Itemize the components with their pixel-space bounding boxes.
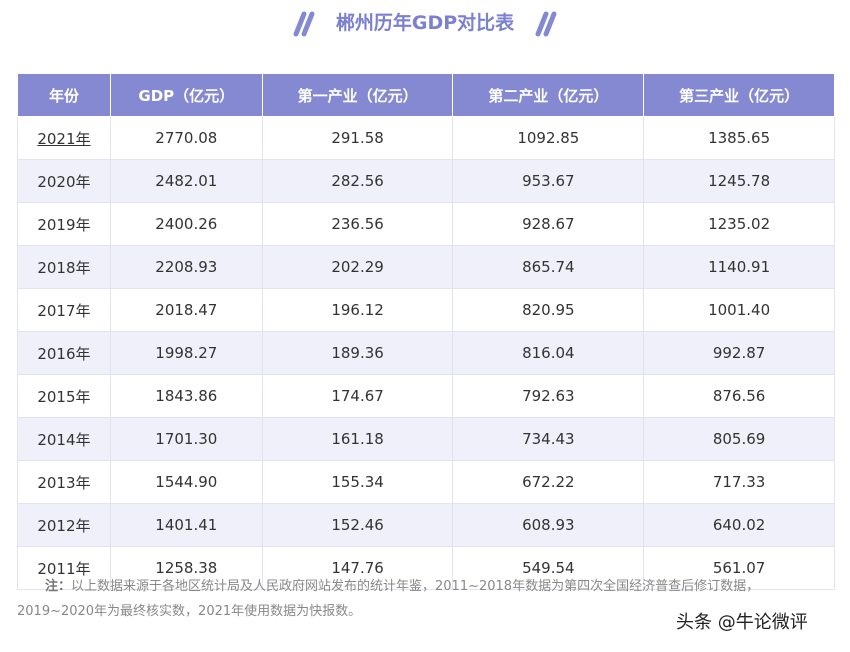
- value-cell: 2482.01: [109, 159, 263, 203]
- year-cell: 2018年: [17, 245, 111, 289]
- value-cell: 820.95: [452, 288, 645, 332]
- value-cell: 640.02: [643, 503, 835, 547]
- value-cell: 236.56: [261, 202, 454, 246]
- table-row: 2017年 2018.47 196.12 820.95 1001.40: [17, 288, 835, 332]
- year-cell: 2016年: [17, 331, 111, 375]
- value-cell: 1258.38: [109, 546, 263, 590]
- table-row: 2013年 1544.90 155.34 672.22 717.33: [17, 460, 835, 504]
- year-cell: 2019年: [17, 202, 111, 246]
- value-cell: 1092.85: [452, 116, 645, 160]
- value-cell: 2400.26: [109, 202, 263, 246]
- year-cell: 2012年: [17, 503, 111, 547]
- value-cell: 876.56: [643, 374, 835, 418]
- table-row: 2018年 2208.93 202.29 865.74 1140.91: [17, 245, 835, 289]
- value-cell: 992.87: [643, 331, 835, 375]
- value-cell: 147.76: [261, 546, 454, 590]
- value-cell: 816.04: [452, 331, 645, 375]
- title: 郴州历年GDP对比表: [335, 12, 515, 34]
- value-cell: 672.22: [452, 460, 645, 504]
- value-cell: 1235.02: [643, 202, 835, 246]
- year-cell: 2011年: [17, 546, 111, 590]
- year-cell: 2014年: [17, 417, 111, 461]
- value-cell: 734.43: [452, 417, 645, 461]
- value-cell: 928.67: [452, 202, 645, 246]
- value-cell: 155.34: [261, 460, 454, 504]
- table-row: 2011年 1258.38 147.76 549.54 561.07: [17, 546, 835, 590]
- note-label: 注：: [45, 579, 72, 594]
- value-cell: 2770.08: [109, 116, 263, 160]
- value-cell: 291.58: [261, 116, 454, 160]
- value-cell: 865.74: [452, 245, 645, 289]
- column-header: 第一产业（亿元）: [261, 73, 454, 117]
- table-row: 2012年 1401.41 152.46 608.93 640.02: [17, 503, 835, 547]
- gdp-table: 年份 GDP（亿元） 第一产业（亿元） 第二产业（亿元） 第三产业（亿元） 2021年 2…: [17, 73, 835, 590]
- value-cell: 561.07: [643, 546, 835, 590]
- table-row: 2016年 1998.27 189.36 816.04 992.87: [17, 331, 835, 375]
- value-cell: 1245.78: [643, 159, 835, 203]
- value-cell: 282.56: [261, 159, 454, 203]
- column-header: 年份: [17, 73, 111, 117]
- value-cell: 953.67: [452, 159, 645, 203]
- column-header: GDP（亿元）: [109, 73, 263, 117]
- value-cell: 792.63: [452, 374, 645, 418]
- year-cell: 2021年: [17, 116, 111, 160]
- value-cell: 202.29: [261, 245, 454, 289]
- title-decoration: [535, 11, 557, 37]
- value-cell: 1843.86: [109, 374, 263, 418]
- value-cell: 1385.65: [643, 116, 835, 160]
- year-cell: 2020年: [17, 159, 111, 203]
- header-row: 年份 GDP（亿元） 第一产业（亿元） 第二产业（亿元） 第三产业（亿元）: [17, 73, 835, 117]
- watermark: 头条 @牛论微评: [676, 612, 808, 633]
- value-cell: 1401.41: [109, 503, 263, 547]
- value-cell: 1544.90: [109, 460, 263, 504]
- table-row: 2020年 2482.01 282.56 953.67 1245.78: [17, 159, 835, 203]
- year-cell: 2017年: [17, 288, 111, 332]
- table-body: 2021年 2770.08 291.58 1092.85 1385.65 2020年 248…: [17, 116, 835, 590]
- value-cell: 161.18: [261, 417, 454, 461]
- value-cell: 189.36: [261, 331, 454, 375]
- note: 注：以上数据来源于各地区统计局及人民政府网站发布的统计年鉴，2011~2018年…: [17, 574, 817, 624]
- value-cell: 805.69: [643, 417, 835, 461]
- value-cell: 2018.47: [109, 288, 263, 332]
- year-cell: 2015年: [17, 374, 111, 418]
- table-row: 2021年 2770.08 291.58 1092.85 1385.65: [17, 116, 835, 160]
- value-cell: 196.12: [261, 288, 454, 332]
- value-cell: 608.93: [452, 503, 645, 547]
- value-cell: 549.54: [452, 546, 645, 590]
- table-row: 2014年 1701.30 161.18 734.43 805.69: [17, 417, 835, 461]
- value-cell: 174.67: [261, 374, 454, 418]
- title-decoration: [293, 11, 315, 37]
- value-cell: 152.46: [261, 503, 454, 547]
- value-cell: 1998.27: [109, 331, 263, 375]
- year-cell: 2013年: [17, 460, 111, 504]
- table-row: 2015年 1843.86 174.67 792.63 876.56: [17, 374, 835, 418]
- value-cell: 1001.40: [643, 288, 835, 332]
- value-cell: 2208.93: [109, 245, 263, 289]
- value-cell: 1701.30: [109, 417, 263, 461]
- value-cell: 1140.91: [643, 245, 835, 289]
- table-row: 2019年 2400.26 236.56 928.67 1235.02: [17, 202, 835, 246]
- value-cell: 717.33: [643, 460, 835, 504]
- note-text: 以上数据来源于各地区统计局及人民政府网站发布的统计年鉴，2011~2018年数据…: [17, 579, 760, 619]
- column-header: 第三产业（亿元）: [643, 73, 835, 117]
- column-header: 第二产业（亿元）: [452, 73, 645, 117]
